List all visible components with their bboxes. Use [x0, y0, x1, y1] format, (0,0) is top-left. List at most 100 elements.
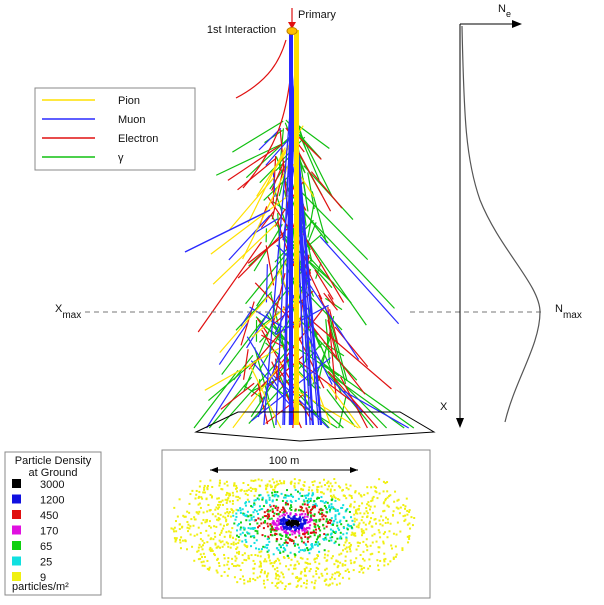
density-dot — [220, 488, 222, 490]
density-dot — [353, 506, 355, 508]
density-dot — [356, 519, 358, 521]
density-dot — [248, 527, 250, 529]
density-dot — [272, 478, 274, 480]
density-dot — [207, 568, 209, 570]
density-dot — [238, 553, 240, 555]
density-dot — [334, 489, 336, 491]
density-dot — [245, 505, 247, 507]
density-dot — [261, 548, 263, 550]
density-dot — [331, 496, 333, 498]
density-dot — [224, 571, 226, 573]
density-dot — [286, 544, 288, 546]
density-dot — [294, 528, 296, 530]
density-dot — [234, 555, 236, 557]
density-dot — [199, 544, 201, 546]
density-dot — [326, 518, 328, 520]
density-dot — [257, 513, 259, 515]
density-dot — [233, 485, 235, 487]
density-dot — [240, 490, 242, 492]
density-dot — [353, 562, 355, 564]
density-dot — [256, 530, 258, 532]
density-dot — [243, 527, 245, 529]
density-dot — [198, 511, 200, 513]
density-dot — [374, 490, 376, 492]
density-dot — [285, 539, 287, 541]
density-dot — [209, 567, 211, 569]
density-dot — [302, 503, 304, 505]
density-dot — [190, 518, 192, 520]
density-dot — [199, 480, 201, 482]
density-dot — [216, 519, 218, 521]
density-dot — [276, 547, 278, 549]
density-dot — [393, 533, 395, 535]
density-dot — [286, 512, 288, 514]
density-dot — [348, 578, 350, 580]
density-dot — [248, 555, 250, 557]
density-dot — [345, 484, 347, 486]
density-dot — [232, 537, 234, 539]
density-dot — [333, 563, 335, 565]
density-dot — [350, 550, 352, 552]
density-dot — [284, 549, 286, 551]
density-dot — [219, 482, 221, 484]
density-swatch — [12, 495, 21, 504]
density-dot — [227, 485, 229, 487]
density-dot — [322, 500, 324, 502]
density-dot — [262, 497, 264, 499]
density-dot — [332, 574, 334, 576]
density-dot — [296, 561, 298, 563]
density-dot — [209, 479, 211, 481]
density-dot — [246, 531, 248, 533]
density-dot — [236, 535, 238, 537]
density-dot — [224, 517, 226, 519]
density-dot — [233, 542, 235, 544]
density-dot — [288, 495, 290, 497]
density-dot — [317, 545, 319, 547]
density-dot — [237, 499, 239, 501]
density-dot — [304, 569, 306, 571]
density-dot — [233, 565, 235, 567]
density-dot — [315, 532, 317, 534]
density-dot — [404, 508, 406, 510]
density-dot — [308, 527, 310, 529]
density-dot — [316, 567, 318, 569]
density-dot — [220, 532, 222, 534]
density-dot — [317, 541, 319, 543]
density-dot — [285, 541, 287, 543]
density-dot — [252, 535, 254, 537]
density-dot — [392, 515, 394, 517]
density-dot — [282, 508, 284, 510]
density-dot — [218, 501, 220, 503]
density-dot — [328, 550, 330, 552]
electron-track — [236, 40, 286, 98]
density-dot — [325, 501, 327, 503]
density-dot — [202, 548, 204, 550]
density-dot — [342, 577, 344, 579]
density-dot — [269, 497, 271, 499]
density-dot — [246, 545, 248, 547]
density-dot — [240, 521, 242, 523]
density-dot — [227, 546, 229, 548]
density-dot — [224, 536, 226, 538]
density-dot — [219, 518, 221, 520]
density-dot — [269, 504, 271, 506]
density-dot — [335, 541, 337, 543]
track — [207, 374, 241, 428]
density-dot — [266, 576, 268, 578]
density-dot — [317, 535, 319, 537]
density-dot — [290, 552, 292, 554]
density-dot — [340, 553, 342, 555]
density-dot — [334, 572, 336, 574]
density-dot — [284, 494, 286, 496]
density-dot — [338, 499, 340, 501]
density-dot — [361, 530, 363, 532]
density-dot — [297, 585, 299, 587]
density-dot — [371, 526, 373, 528]
density-dot — [393, 510, 395, 512]
density-dot — [328, 485, 330, 487]
density-dot — [235, 538, 237, 540]
density-dot — [226, 564, 228, 566]
density-dot — [303, 510, 305, 512]
density-dot — [389, 560, 391, 562]
density-dot — [253, 572, 255, 574]
